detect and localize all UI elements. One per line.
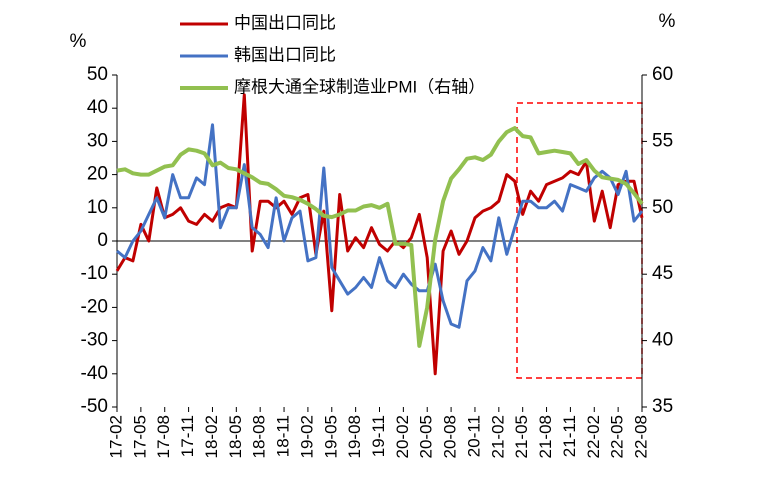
y-axis-label: % xyxy=(70,31,87,52)
legend-label: 韩国出口同比 xyxy=(234,45,336,64)
y-tick-label: 10 xyxy=(87,197,108,218)
y-tick-label: -20 xyxy=(81,296,108,317)
y-tick-label: 0 xyxy=(97,230,108,251)
y-tick-label: 40 xyxy=(87,97,108,118)
x-tick-label: 18-05 xyxy=(226,415,245,458)
y-tick-label: 30 xyxy=(87,130,108,151)
x-tick-label: 22-02 xyxy=(584,415,603,458)
x-tick-label: 17-05 xyxy=(130,415,149,458)
x-tick-label: 18-08 xyxy=(250,415,269,458)
y2-tick-label: 55 xyxy=(652,130,673,151)
x-tick-label: 18-11 xyxy=(274,415,293,457)
x-tick-label: 19-02 xyxy=(297,415,316,458)
series-line xyxy=(116,123,644,329)
y-tick-label: -50 xyxy=(81,396,108,417)
x-tick-label: 20-08 xyxy=(441,415,460,458)
x-tick-label: 17-08 xyxy=(154,415,173,458)
x-tick-label: 21-11 xyxy=(560,415,579,457)
y-tick-label: -30 xyxy=(81,330,108,351)
x-tick-label: 17-02 xyxy=(106,415,125,458)
x-tick-label: 20-11 xyxy=(464,415,483,457)
legend-label: 摩根大通全球制造业PMI（右轴） xyxy=(234,77,485,96)
legend-label: 中国出口同比 xyxy=(234,13,336,32)
x-tick-label: 21-02 xyxy=(488,415,507,458)
y2-tick-label: 35 xyxy=(652,396,673,417)
x-tick-label: 18-02 xyxy=(202,415,221,458)
x-tick-label: 19-08 xyxy=(345,415,364,458)
y2-tick-label: 60 xyxy=(652,64,673,85)
x-tick-label: 22-08 xyxy=(631,415,650,458)
series-line xyxy=(116,126,644,348)
x-tick-label: 19-05 xyxy=(321,415,340,458)
y2-tick-label: 40 xyxy=(652,330,673,351)
x-tick-label: 20-02 xyxy=(393,415,412,458)
y-tick-label: 50 xyxy=(87,64,108,85)
y2-tick-label: 45 xyxy=(652,263,673,284)
x-tick-label: 21-08 xyxy=(536,415,555,458)
y2-axis-label: % xyxy=(659,11,676,32)
x-tick-label: 19-11 xyxy=(369,415,388,457)
series-line xyxy=(115,93,644,376)
x-tick-label: 20-05 xyxy=(417,415,436,458)
y-tick-label: -10 xyxy=(81,263,108,284)
x-tick-label: 22-05 xyxy=(608,415,627,458)
x-tick-label: 21-05 xyxy=(512,415,531,458)
y-tick-label: -40 xyxy=(81,363,108,384)
y2-tick-label: 50 xyxy=(652,197,673,218)
x-tick-label: 17-11 xyxy=(178,415,197,457)
y-tick-label: 20 xyxy=(87,164,108,185)
